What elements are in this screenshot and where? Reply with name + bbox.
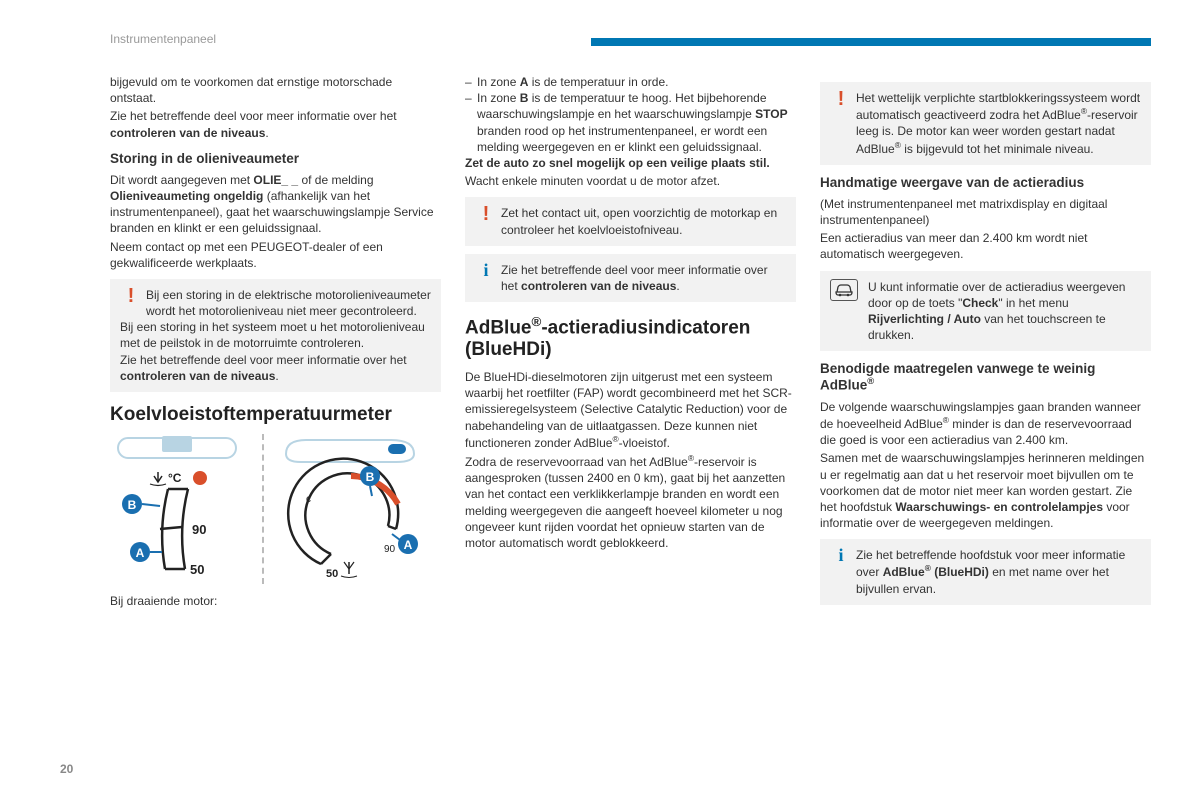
text-bold: STOP <box>755 107 787 121</box>
text: Zodra de reservevoorraad van het AdBlue <box>465 455 688 469</box>
svg-text:A: A <box>404 538 413 552</box>
text: Wacht enkele minuten voordat u de motor … <box>465 173 796 189</box>
text: De volgende waarschuwingslampjes gaan br… <box>820 399 1151 449</box>
car-icon <box>830 279 858 301</box>
text: . <box>676 279 679 293</box>
note-text: Zie het betreffende hoofdstuk voor meer … <box>856 547 1141 597</box>
caption: Bij draaiende motor: <box>110 593 441 609</box>
text: Dit wordt aangegeven met <box>110 173 253 187</box>
text: . <box>265 126 268 140</box>
warning-note-startblock: ! Het wettelijk verplichte startblokkeri… <box>820 82 1151 165</box>
text: Zie het betreffende deel voor meer infor… <box>120 353 407 367</box>
text-bold: OLIE_ _ <box>253 173 298 187</box>
text: AdBlue <box>465 317 532 338</box>
warning-icon: ! <box>830 90 852 108</box>
text: Benodigde maatregelen vanwege te weinig … <box>820 361 1095 393</box>
note-text: Zie het betreffende deel voor meer infor… <box>120 352 431 384</box>
text-bold: Check <box>962 296 998 310</box>
text: Een actieradius van meer dan 2.400 km wo… <box>820 230 1151 262</box>
info-icon: i <box>830 547 852 563</box>
warning-icon: ! <box>475 205 497 223</box>
heading-coolant: Koelvloeistoftemperatuurmeter <box>110 404 441 426</box>
text-bold: controleren van de niveaus <box>120 369 275 383</box>
subheading-measures: Benodigde maatregelen vanwege te weinig … <box>820 361 1151 393</box>
note-text: Zie het betreffende deel voor meer infor… <box>501 262 786 294</box>
subheading-manual: Handmatige weergave van de actieradius <box>820 175 1151 190</box>
svg-text:c: c <box>306 494 311 505</box>
text: Zie het betreffende deel voor meer infor… <box>110 109 397 123</box>
text: branden rood op het instrumentenpaneel, … <box>477 124 767 154</box>
text: of de melding <box>298 173 373 187</box>
text: Zodra de reservevoorraad van het AdBlue®… <box>465 453 796 551</box>
note-text: Het wettelijk verplichte startblokkering… <box>856 90 1141 157</box>
svg-text:50: 50 <box>190 562 204 577</box>
coolant-gauge-diagram: 90 50 °C A <box>110 434 441 587</box>
text: Samen met de waarschuwingslampjes herinn… <box>820 450 1151 531</box>
heading-adblue: AdBlue®-actieradiusindicatoren (BlueHDi) <box>465 314 796 361</box>
text-bold: Olieniveaumeting ongeldig <box>110 189 263 203</box>
page-number: 20 <box>60 762 73 776</box>
warning-note-oil: ! Bij een storing in de elektrische moto… <box>110 279 441 392</box>
svg-text:50: 50 <box>326 568 338 580</box>
svg-text:90: 90 <box>192 522 206 537</box>
text-bold: controleren van de niveaus <box>521 279 676 293</box>
text-bold: controleren van de niveaus <box>110 126 265 140</box>
text-bold: Rijverlichting / Auto <box>868 312 981 326</box>
svg-text:B: B <box>128 498 137 512</box>
text-bold: Waarschuwings- en controlelampjes <box>895 500 1103 514</box>
text: In zone <box>477 91 520 105</box>
text-bold: Zet de auto zo snel mogelijk op een veil… <box>465 155 796 171</box>
warning-note-contact: ! Zet het contact uit, open voorzichtig … <box>465 197 796 245</box>
header-accent-bar <box>591 38 1151 46</box>
text: (Met instrumentenpaneel met matrixdispla… <box>820 196 1151 228</box>
text-bold: (BlueHDi) <box>931 565 989 579</box>
list-item: In zone A is de temperatuur in orde. <box>465 74 796 90</box>
text: . <box>275 369 278 383</box>
note-text: U kunt informatie over de actieradius we… <box>868 279 1141 344</box>
text: De BlueHDi-dieselmotoren zijn uitgerust … <box>465 369 796 451</box>
svg-text:A: A <box>136 546 145 560</box>
svg-text:°C: °C <box>168 471 182 485</box>
note-text: Bij een storing in de elektrische motoro… <box>146 287 431 319</box>
warning-icon: ! <box>120 287 142 305</box>
svg-text:90: 90 <box>384 544 396 555</box>
note-text: Bij een storing in het systeem moet u he… <box>120 319 431 351</box>
text: -reservoir is aangesproken (tussen 2400 … <box>465 455 785 550</box>
column-1: bijgevuld om te voorkomen dat ernstige m… <box>110 74 441 613</box>
text: is bijgevuld tot het minimale niveau. <box>901 142 1094 156</box>
text: Neem contact op met een PEUGEOT-dealer o… <box>110 239 441 271</box>
note-text: Zet het contact uit, open voorzichtig de… <box>501 205 786 237</box>
list-item: In zone B is de temperatuur te hoog. Het… <box>465 90 796 155</box>
svg-text:B: B <box>366 470 375 484</box>
column-3: ! Het wettelijk verplichte startblokkeri… <box>820 74 1151 613</box>
subheading-storing: Storing in de olieniveaumeter <box>110 151 441 166</box>
text: Dit wordt aangegeven met OLIE_ _ of de m… <box>110 172 441 237</box>
text: Zie het betreffende deel voor meer infor… <box>110 108 441 140</box>
column-2: In zone A is de temperatuur in orde. In … <box>465 74 796 613</box>
info-note-levels: i Zie het betreffende deel voor meer inf… <box>465 254 796 302</box>
text: -vloeistof. <box>619 436 670 450</box>
text: In zone <box>477 75 520 89</box>
text: bijgevuld om te voorkomen dat ernstige m… <box>110 74 441 106</box>
text: is de temperatuur in orde. <box>528 75 668 89</box>
info-icon: i <box>475 262 497 278</box>
text-bold: AdBlue <box>883 565 925 579</box>
text: " in het menu <box>998 296 1068 310</box>
info-note-check: U kunt informatie over de actieradius we… <box>820 271 1151 352</box>
info-note-adblue: i Zie het betreffende hoofdstuk voor mee… <box>820 539 1151 605</box>
